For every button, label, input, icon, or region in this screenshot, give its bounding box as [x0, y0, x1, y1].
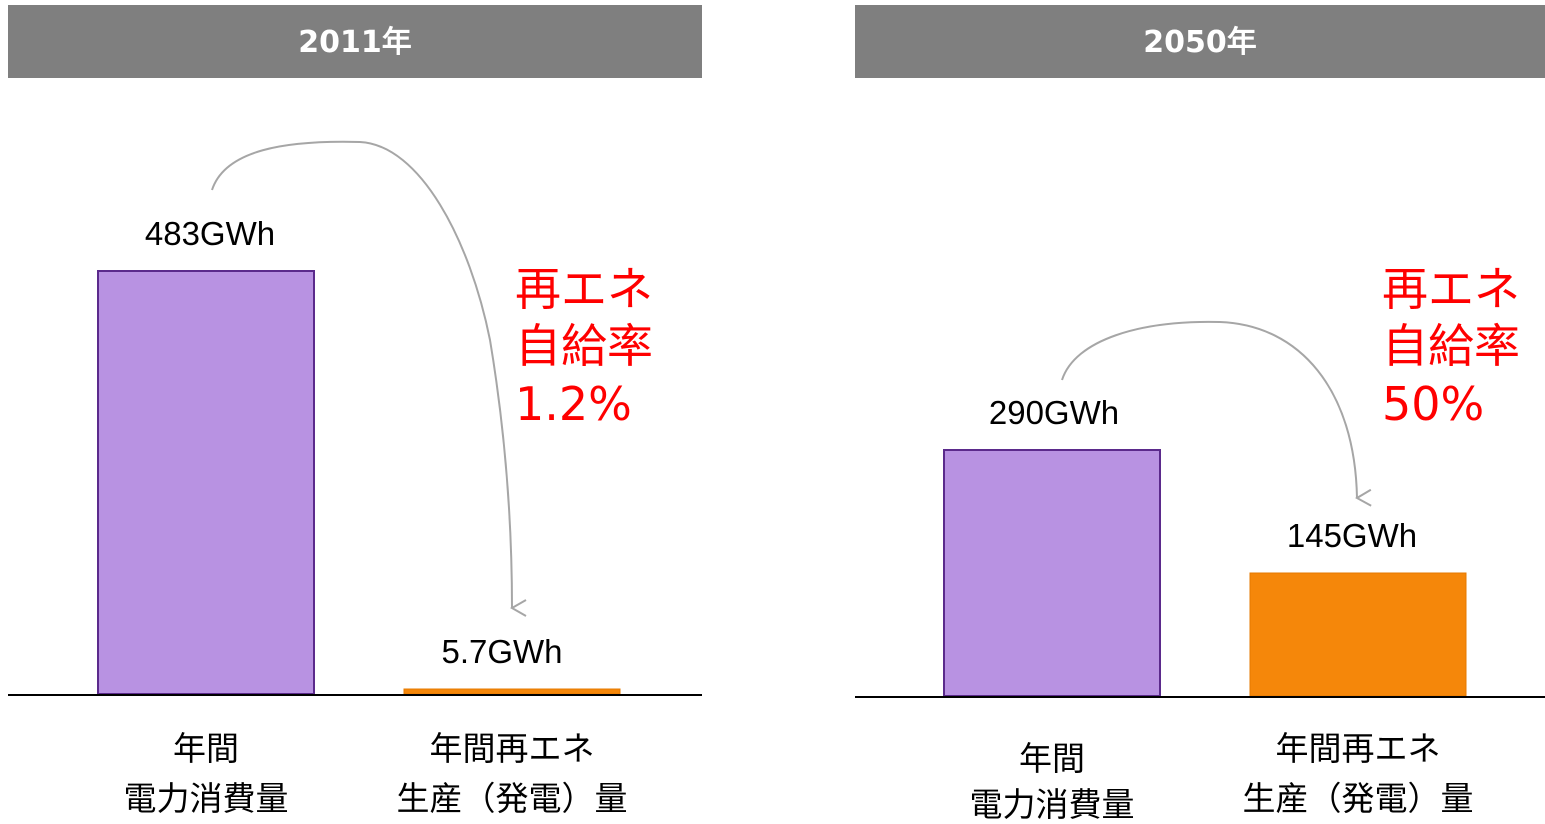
chart-panel-2011: 2011年 483GWh 5.7GWh 年間 電力消費量 年間再エネ 生産（発電… [8, 5, 702, 818]
category-label-2011-renewable-line2: 生産（発電）量 [397, 779, 628, 818]
value-label-2011-renewable: 5.7GWh [441, 633, 562, 670]
bar-2050-annual-consumption [943, 449, 1161, 697]
bar-2011-renewable-generation [403, 688, 621, 695]
value-label-2050-consumption: 290GWh [989, 394, 1119, 431]
category-label-2011-renewable-line1: 年間再エネ [430, 729, 595, 768]
category-label-2011-consumption-line2: 電力消費量 [124, 779, 289, 818]
category-label-2011-consumption-line1: 年間 [173, 729, 239, 768]
panel-2011-ratio-arrow [211, 140, 512, 608]
panel-2011-header-bar [8, 5, 702, 78]
category-label-2050-renewable-line2: 生産（発電）量 [1243, 779, 1474, 818]
panel-2050-title: 2050年 [1143, 25, 1257, 60]
self-sufficiency-label-2050-line1: 再エネ [1382, 262, 1520, 316]
panel-2011-title: 2011年 [298, 25, 412, 60]
value-label-2011-consumption: 483GWh [145, 215, 275, 252]
self-sufficiency-label-2011-line2: 自給率 [515, 319, 653, 373]
panel-2050-ratio-arrow [1061, 320, 1357, 498]
bar-2050-renewable-generation [1249, 572, 1467, 697]
value-label-2050-renewable: 145GWh [1287, 517, 1417, 554]
category-label-2050-renewable-line1: 年間再エネ [1276, 729, 1441, 768]
panel-2050-header-bar [855, 5, 1545, 78]
self-sufficiency-label-2050-line3: 50% [1382, 377, 1484, 431]
category-label-2050-consumption-line2: 電力消費量 [970, 785, 1135, 824]
bar-2011-annual-consumption [97, 270, 315, 695]
self-sufficiency-label-2011-line3: 1.2% [515, 377, 632, 431]
category-label-2050-consumption-line1: 年間 [1019, 739, 1085, 778]
chart-panel-2050: 2050年 290GWh 145GWh 年間 電力消費量 年間再エネ 生産（発電… [855, 5, 1545, 824]
self-sufficiency-label-2050-line2: 自給率 [1382, 319, 1520, 373]
self-sufficiency-label-2011-line1: 再エネ [515, 262, 653, 316]
